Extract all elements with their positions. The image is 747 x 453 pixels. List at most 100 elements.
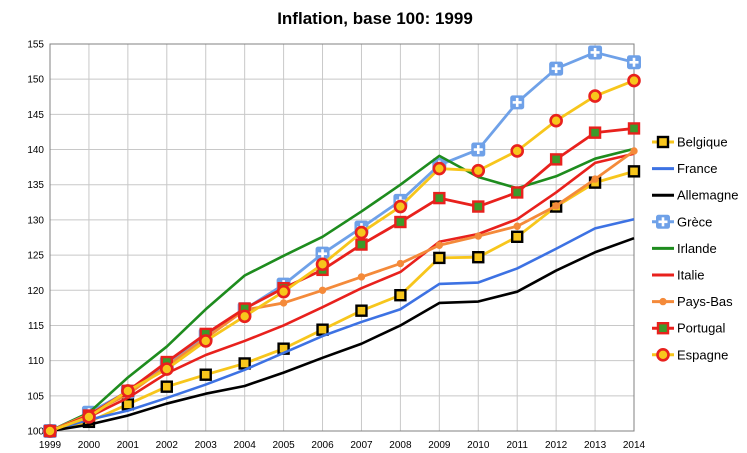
- data-marker: [588, 89, 602, 103]
- data-marker: [121, 384, 135, 398]
- data-marker: [659, 297, 667, 306]
- data-marker: [656, 135, 670, 149]
- series-line: [49, 152, 635, 433]
- x-tick-label: 2000: [78, 440, 101, 451]
- data-marker: [510, 144, 525, 158]
- x-tick-label: 2007: [350, 440, 373, 451]
- data-marker: [394, 288, 407, 302]
- data-marker: [549, 113, 563, 128]
- legend-label: Allemagne: [677, 188, 738, 203]
- legend-item: Irlande: [652, 241, 717, 256]
- series-espagne: [43, 73, 641, 438]
- data-marker: [198, 334, 213, 348]
- series-line: [49, 79, 635, 433]
- data-marker: [472, 251, 485, 264]
- data-marker: [279, 299, 288, 307]
- data-marker: [656, 347, 670, 362]
- y-tick-label: 140: [27, 145, 44, 156]
- data-marker: [627, 73, 641, 88]
- series-line: [49, 149, 635, 433]
- data-marker: [472, 200, 485, 213]
- legend-label: Espagne: [677, 347, 728, 362]
- data-marker: [549, 61, 564, 76]
- x-tick-label: 2005: [272, 440, 295, 451]
- legend: Belgique France Allemagne Grèce Irlande Itali…: [652, 135, 738, 362]
- y-tick-label: 145: [27, 110, 44, 121]
- data-marker: [471, 163, 486, 178]
- data-marker: [160, 362, 174, 376]
- legend-label: Irlande: [677, 241, 717, 256]
- data-marker: [435, 241, 444, 249]
- y-tick-label: 125: [27, 251, 44, 262]
- data-marker: [630, 147, 638, 155]
- x-axis-ticks: 1999 2000 2001 2002 2003 2004 2005 2006 2007 2008…: [39, 440, 646, 451]
- series: [43, 45, 641, 438]
- y-tick-label: 120: [27, 286, 44, 297]
- y-tick-label: 135: [27, 180, 44, 191]
- data-marker: [394, 215, 407, 229]
- y-tick-label: 150: [27, 75, 44, 86]
- data-marker: [160, 380, 174, 393]
- data-marker: [355, 304, 368, 317]
- data-marker: [393, 199, 408, 214]
- series-pays-bas: [46, 147, 638, 435]
- data-marker: [656, 214, 670, 229]
- y-tick-label: 110: [28, 356, 44, 367]
- data-marker: [354, 225, 369, 240]
- x-tick-label: 2008: [389, 440, 412, 451]
- chart-title: Inflation, base 100: 1999: [277, 9, 473, 28]
- series-line: [49, 147, 635, 433]
- data-marker: [511, 230, 524, 243]
- x-tick-label: 2002: [156, 440, 179, 451]
- data-marker: [82, 410, 96, 424]
- data-marker: [510, 95, 525, 110]
- series-france: [49, 217, 635, 433]
- legend-label: Pays-Bas: [677, 294, 733, 309]
- x-tick-label: 2003: [195, 440, 218, 451]
- data-marker: [588, 126, 602, 139]
- legend-item: Portugal: [652, 321, 726, 336]
- legend-item: Italie: [652, 268, 704, 283]
- data-marker: [627, 122, 641, 135]
- series-line: [49, 51, 635, 433]
- data-marker: [627, 165, 641, 178]
- data-marker: [318, 286, 327, 294]
- x-tick-label: 1999: [39, 440, 62, 451]
- data-marker: [588, 45, 603, 60]
- legend-item: Grèce: [652, 214, 712, 229]
- y-axis-ticks: 100 105 110 115 120 125 130 135 140 145 150 155: [27, 40, 44, 438]
- x-tick-label: 2012: [545, 440, 568, 451]
- legend-label: Portugal: [677, 321, 726, 336]
- data-marker: [315, 246, 330, 261]
- data-marker: [276, 284, 291, 299]
- x-tick-label: 2014: [623, 440, 646, 451]
- legend-label: Belgique: [677, 135, 728, 150]
- data-marker: [513, 222, 521, 230]
- data-marker: [591, 175, 599, 183]
- legend-item: France: [652, 161, 717, 176]
- plot-frame: [49, 43, 635, 432]
- y-tick-label: 155: [27, 40, 44, 51]
- legend-label: Italie: [677, 268, 704, 283]
- legend-item: Pays-Bas: [652, 294, 733, 309]
- x-tick-label: 2001: [117, 440, 140, 451]
- series-allemagne: [49, 236, 635, 433]
- y-tick-label: 130: [27, 215, 44, 226]
- series-italie: [49, 152, 635, 433]
- legend-item: Belgique: [652, 135, 728, 150]
- data-marker: [511, 186, 524, 199]
- data-marker: [396, 259, 405, 268]
- series-line: [49, 217, 635, 433]
- data-marker: [357, 273, 366, 281]
- data-marker: [433, 251, 446, 265]
- x-tick-label: 2011: [506, 440, 528, 451]
- legend-item: Espagne: [652, 347, 728, 362]
- series-line: [49, 127, 635, 433]
- series-irlande: [49, 147, 635, 433]
- data-marker: [199, 368, 212, 381]
- x-tick-label: 2010: [467, 440, 490, 451]
- data-marker: [43, 424, 57, 438]
- data-marker: [432, 161, 447, 176]
- legend-item: Allemagne: [652, 188, 738, 203]
